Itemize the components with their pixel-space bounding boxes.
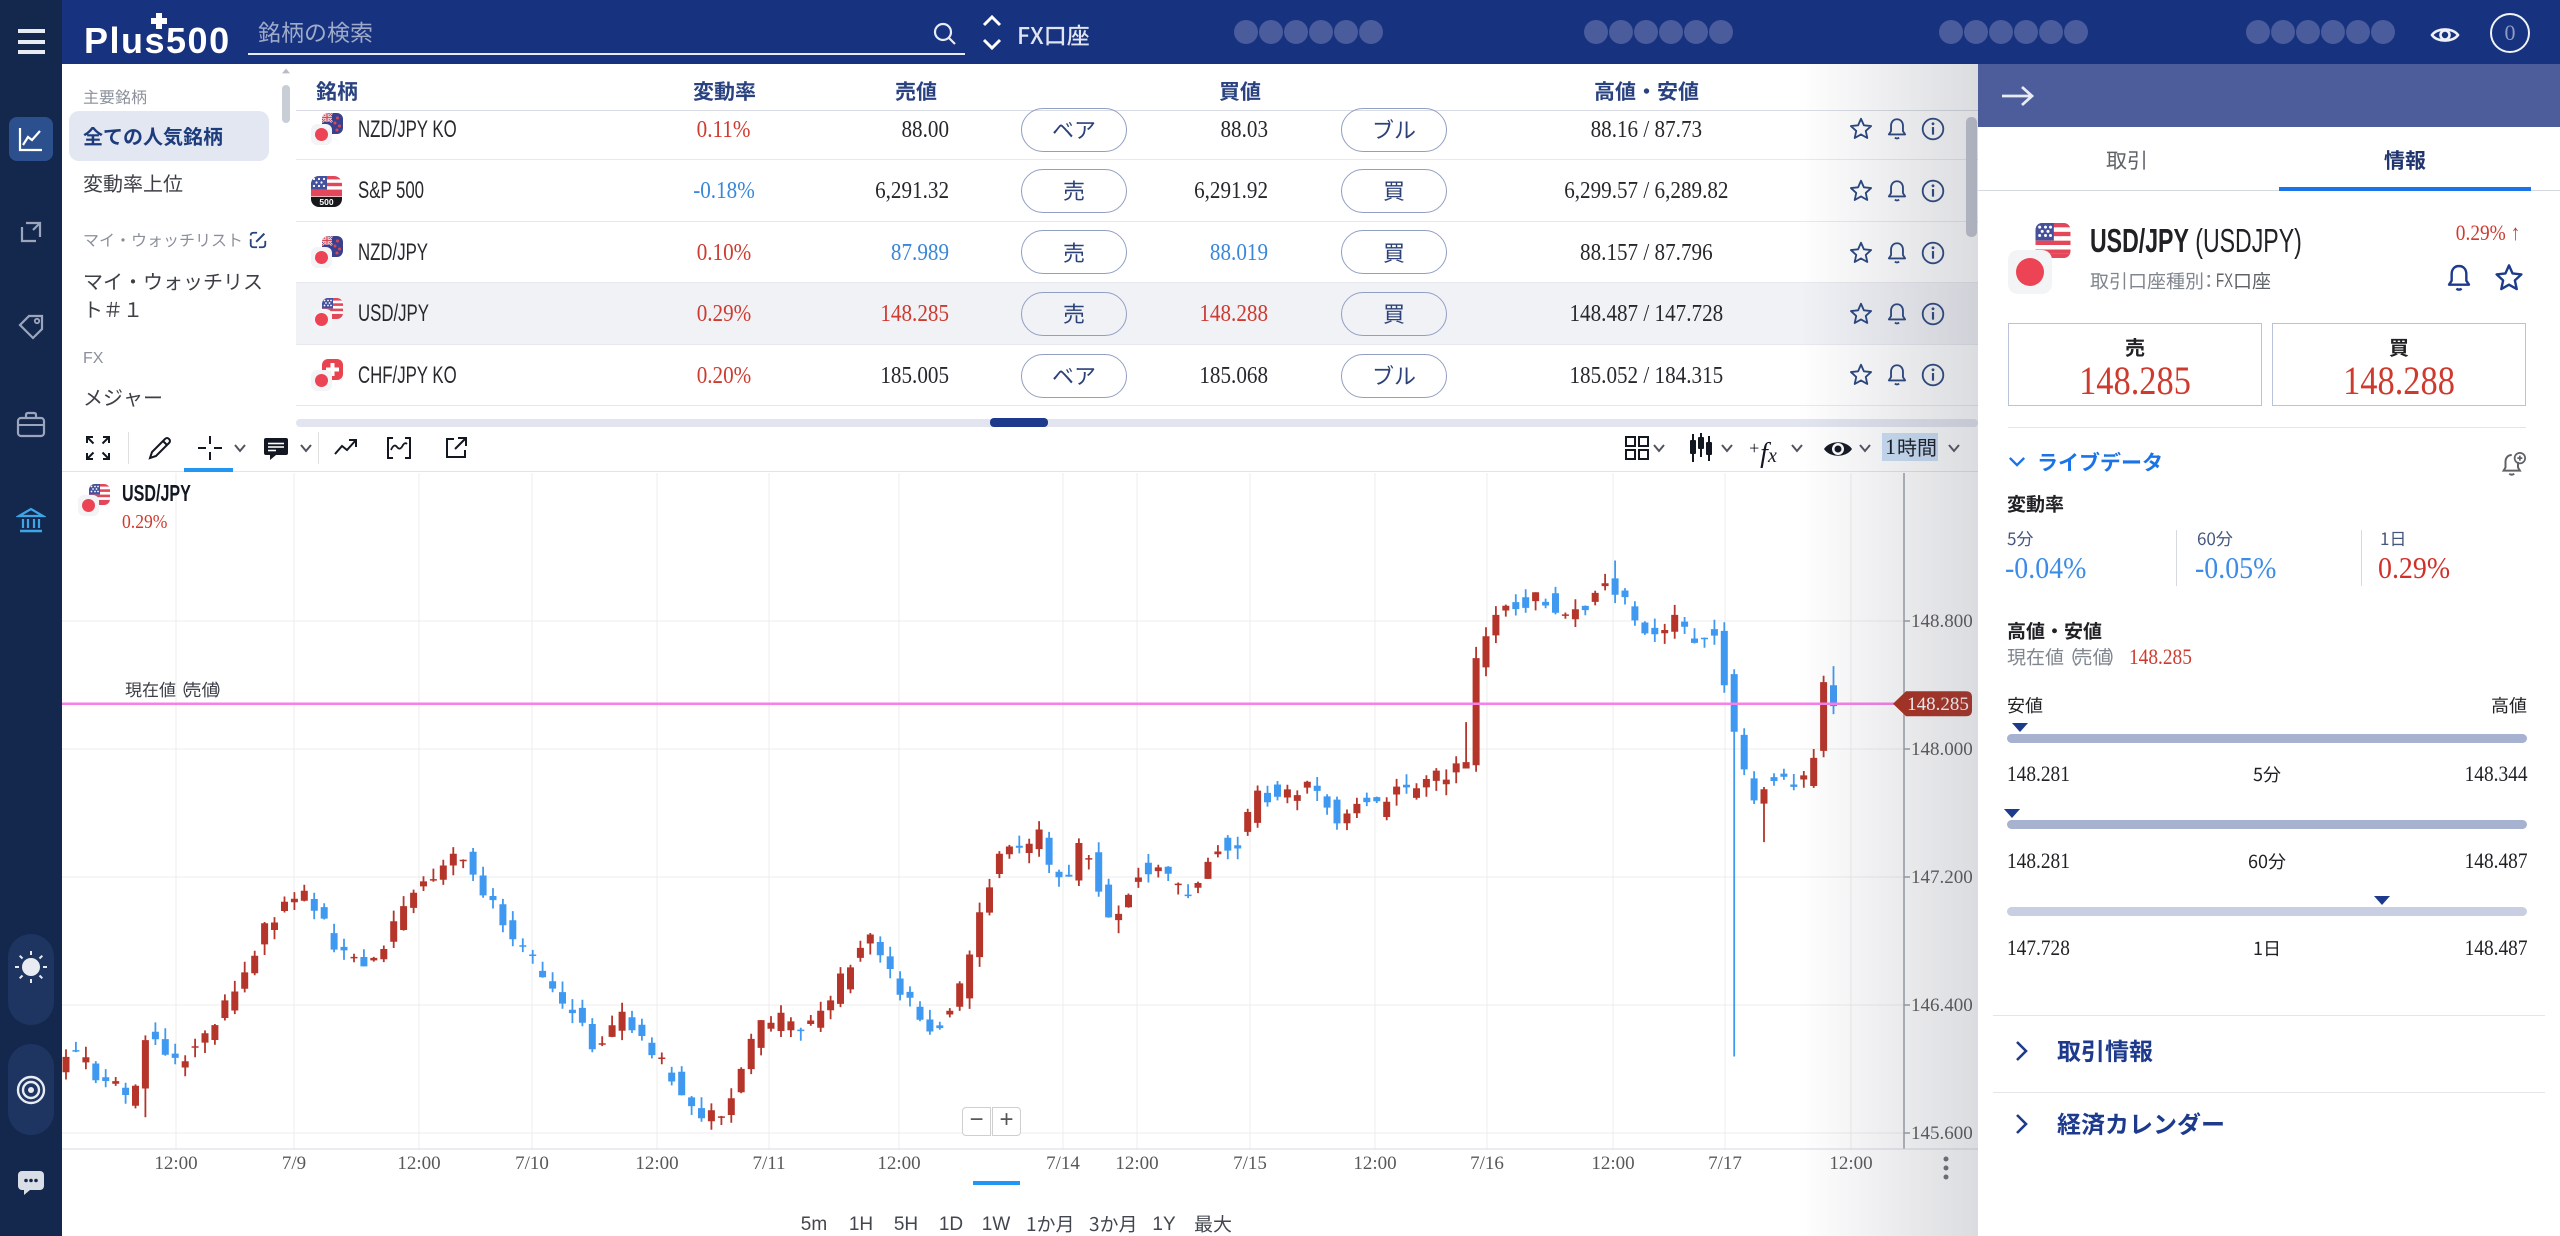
svg-text:7/15: 7/15 bbox=[1233, 1153, 1267, 1174]
svg-text:148.000: 148.000 bbox=[1911, 739, 1973, 760]
svg-text:12:00: 12:00 bbox=[397, 1153, 440, 1174]
svg-text:7/11: 7/11 bbox=[752, 1153, 785, 1174]
svg-text:147.200: 147.200 bbox=[1911, 867, 1973, 888]
svg-text:12:00: 12:00 bbox=[635, 1153, 678, 1174]
svg-text:7/10: 7/10 bbox=[515, 1153, 549, 1174]
svg-text:7/17: 7/17 bbox=[1708, 1153, 1742, 1174]
svg-text:12:00: 12:00 bbox=[877, 1153, 920, 1174]
svg-text:12:00: 12:00 bbox=[1829, 1153, 1872, 1174]
svg-text:146.400: 146.400 bbox=[1911, 995, 1973, 1016]
svg-text:500: 500 bbox=[319, 197, 333, 207]
svg-text:12:00: 12:00 bbox=[154, 1153, 197, 1174]
svg-text:7/16: 7/16 bbox=[1470, 1153, 1504, 1174]
svg-text:148.285: 148.285 bbox=[1907, 694, 1969, 715]
svg-text:148.800: 148.800 bbox=[1911, 611, 1973, 632]
svg-text:7/14: 7/14 bbox=[1046, 1153, 1080, 1174]
svg-text:145.600: 145.600 bbox=[1911, 1123, 1973, 1144]
svg-text:12:00: 12:00 bbox=[1115, 1153, 1158, 1174]
svg-text:12:00: 12:00 bbox=[1591, 1153, 1634, 1174]
svg-text:7/9: 7/9 bbox=[282, 1153, 306, 1174]
svg-text:12:00: 12:00 bbox=[1353, 1153, 1396, 1174]
